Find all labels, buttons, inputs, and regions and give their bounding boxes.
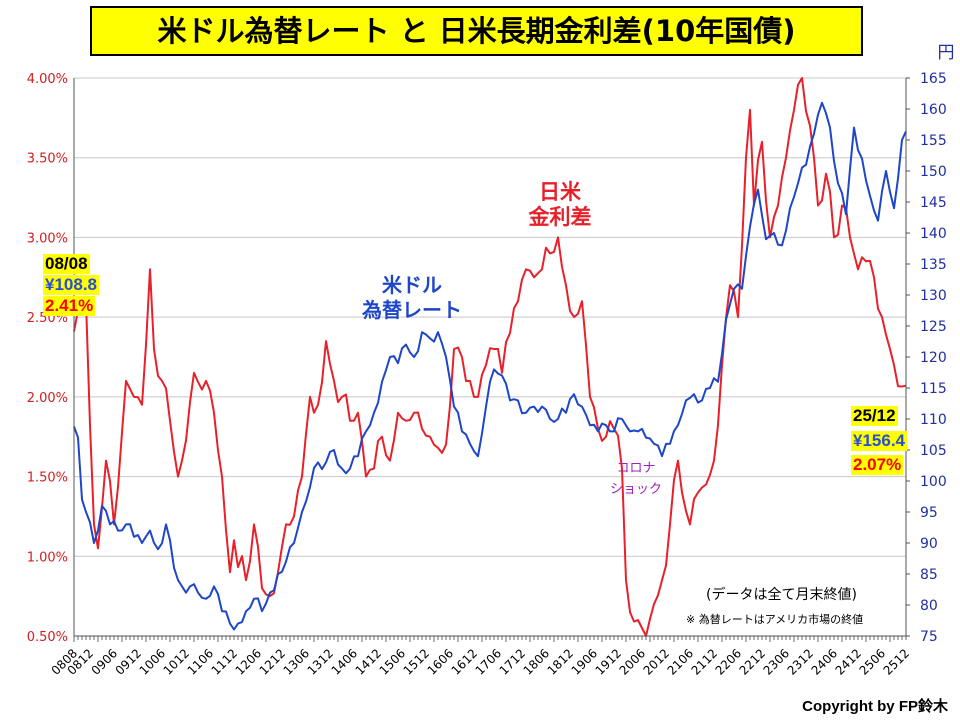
x-tick-label: 2212	[737, 646, 768, 677]
x-tick-label: 2106	[665, 646, 696, 677]
corona-shock-label: コロナ ショック	[606, 458, 666, 500]
left-tick-label: 1.50%	[27, 471, 68, 486]
right-tick-label: 110	[920, 412, 947, 428]
spread-series-label: 日米 金利差	[515, 180, 605, 230]
right-tick-label: 165	[920, 71, 947, 87]
left-tick-label: 4.00%	[27, 72, 68, 87]
start-rate-label: ¥108.8	[43, 275, 99, 295]
right-tick-label: 145	[920, 195, 947, 211]
right-tick-label: 140	[920, 226, 947, 242]
x-tick-label: 1212	[257, 646, 288, 677]
spread-series-line	[73, 77, 907, 637]
left-tick-label: 0.50%	[27, 630, 68, 645]
x-axis-ticks: 0808081209060912100610121106111212061212…	[49, 646, 912, 677]
x-tick-label: 1512	[401, 646, 432, 677]
x-tick-label: 1706	[473, 646, 504, 677]
x-tick-label: 1806	[521, 646, 552, 677]
spread-series-label-line2: 金利差	[528, 205, 592, 229]
start-spread-label: 2.41%	[43, 296, 96, 316]
x-tick-label: 1206	[233, 646, 264, 677]
x-tick-label: 0906	[89, 646, 120, 677]
x-tick-label: 2012	[641, 646, 672, 677]
x-tick-label: 1712	[497, 646, 528, 677]
x-tick-label: 2406	[809, 646, 840, 677]
copyright: Copyright by FP鈴木	[802, 698, 948, 715]
end-date-label: 25/12	[851, 406, 898, 426]
axes	[73, 77, 910, 642]
x-tick-label: 1506	[377, 646, 408, 677]
left-tick-label: 3.00%	[27, 231, 68, 246]
left-tick-label: 2.00%	[27, 391, 68, 406]
right-tick-label: 80	[920, 598, 938, 614]
left-axis-ticks: 0.50%1.00%1.50%2.00%2.50%3.00%3.50%4.00%	[27, 72, 68, 645]
x-tick-label: 2312	[785, 646, 816, 677]
x-tick-label: 1312	[305, 646, 336, 677]
x-tick-label: 1812	[545, 646, 576, 677]
series-lines	[73, 77, 907, 637]
x-tick-label: 1112	[209, 646, 240, 677]
x-tick-label: 1406	[329, 646, 360, 677]
data-note: (データは全て月末終値)	[706, 587, 857, 603]
fx-series-label-line1: 米ドル	[382, 273, 442, 297]
right-tick-label: 125	[920, 319, 947, 335]
right-tick-label: 75	[920, 629, 938, 645]
end-spread-label: 2.07%	[851, 455, 904, 475]
right-tick-label: 105	[920, 443, 947, 459]
corona-shock-label-line2: ショック	[609, 482, 662, 497]
fx-series-label-line2: 為替レート	[362, 298, 462, 322]
x-tick-label: 1412	[353, 646, 384, 677]
fx-note: ※ 為替レートはアメリカ市場の終値	[686, 613, 864, 626]
right-axis-unit: 円	[938, 43, 955, 63]
x-tick-label: 2412	[833, 646, 864, 677]
x-tick-label: 1306	[281, 646, 312, 677]
x-tick-label: 1106	[185, 646, 216, 677]
start-date-label: 08/08	[43, 254, 90, 274]
right-tick-label: 160	[920, 102, 947, 118]
right-tick-label: 100	[920, 474, 947, 490]
x-tick-label: 0912	[113, 646, 144, 677]
right-tick-label: 150	[920, 164, 947, 180]
right-tick-label: 155	[920, 133, 947, 149]
right-tick-label: 95	[920, 505, 938, 521]
x-tick-label: 2006	[617, 646, 648, 677]
right-tick-label: 90	[920, 536, 938, 552]
x-tick-label: 1906	[569, 646, 600, 677]
left-tick-label: 1.00%	[27, 550, 68, 565]
grid	[74, 77, 906, 557]
x-tick-label: 1612	[449, 646, 480, 677]
x-tick-label: 2112	[689, 646, 720, 677]
x-tick-label: 2512	[881, 646, 912, 677]
x-tick-label: 1912	[593, 646, 624, 677]
corona-shock-label-line1: コロナ	[616, 461, 656, 476]
right-tick-label: 130	[920, 288, 947, 304]
fx-series-label: 米ドル 為替レート	[357, 273, 467, 323]
right-tick-label: 115	[920, 381, 947, 397]
spread-series-label-line1: 日米	[539, 180, 581, 204]
left-tick-label: 3.50%	[27, 152, 68, 167]
right-tick-label: 85	[920, 567, 938, 583]
x-tick-label: 1012	[161, 646, 192, 677]
x-tick-label: 2306	[761, 646, 792, 677]
chart-title: 米ドル為替レート と 日米長期金利差(10年国債)	[90, 6, 863, 56]
x-tick-label: 2506	[857, 646, 888, 677]
x-tick-label: 2206	[713, 646, 744, 677]
right-tick-label: 120	[920, 350, 947, 366]
fx-series-line	[73, 101, 907, 631]
right-tick-label: 135	[920, 257, 947, 273]
right-axis-ticks: 75 80 85 90 95 100 105 110 115 120 125 130 135 140 145…	[920, 71, 947, 645]
x-tick-label: 1606	[425, 646, 456, 677]
end-rate-label: ¥156.4	[851, 431, 907, 451]
x-tick-label: 1006	[137, 646, 168, 677]
